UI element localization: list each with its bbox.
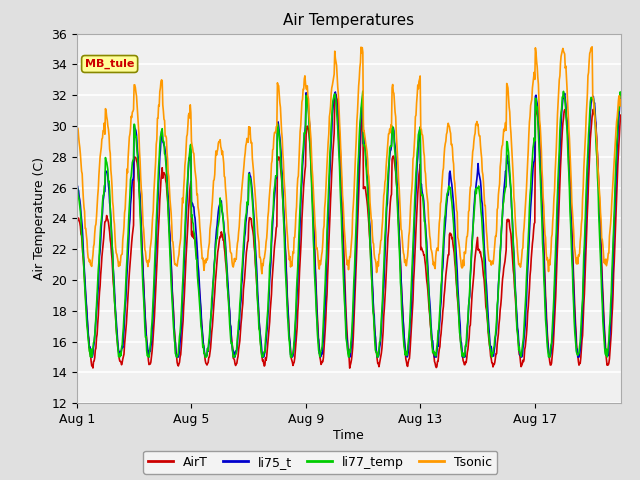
Tsonic (264, 214, 272, 220)
Y-axis label: Air Temperature (C): Air Temperature (C) (33, 157, 45, 280)
AirT (189, 234, 196, 240)
li77_temp (396, 259, 404, 264)
li77_temp (327, 141, 335, 146)
li75_t (417, 185, 424, 191)
li75_t (396, 249, 404, 255)
Tsonic (527, 99, 535, 105)
li77_temp (417, 184, 424, 190)
AirT (417, 247, 424, 252)
Line: Tsonic: Tsonic (77, 47, 621, 274)
li77_temp (73, 186, 81, 192)
AirT (73, 216, 81, 222)
Title: Air Temperatures: Air Temperatures (284, 13, 414, 28)
li77_temp (528, 164, 536, 169)
li75_t (189, 204, 197, 210)
li75_t (617, 90, 625, 96)
li75_t (73, 186, 81, 192)
AirT (326, 212, 334, 218)
Tsonic (327, 103, 335, 109)
Text: MB_tule: MB_tule (85, 59, 134, 69)
Tsonic (258, 271, 266, 276)
AirT (264, 347, 271, 352)
Tsonic (189, 145, 196, 151)
li75_t (327, 151, 335, 157)
li75_t (87, 354, 95, 360)
li77_temp (359, 88, 367, 94)
Tsonic (416, 73, 424, 79)
li77_temp (86, 354, 94, 360)
Tsonic (617, 97, 625, 103)
AirT (617, 112, 625, 118)
AirT (528, 248, 536, 254)
Tsonic (396, 187, 403, 192)
AirT (332, 92, 340, 97)
Line: li75_t: li75_t (77, 92, 621, 357)
Line: AirT: AirT (77, 95, 621, 368)
Line: li77_temp: li77_temp (77, 91, 621, 357)
AirT (396, 247, 404, 253)
Legend: AirT, li75_t, li77_temp, Tsonic: AirT, li75_t, li77_temp, Tsonic (143, 451, 497, 474)
li75_t (528, 188, 536, 193)
li75_t (332, 89, 339, 95)
li77_temp (264, 306, 272, 312)
li77_temp (189, 221, 197, 227)
Tsonic (73, 120, 81, 126)
li77_temp (617, 94, 625, 100)
Tsonic (588, 44, 596, 50)
X-axis label: Time: Time (333, 429, 364, 442)
AirT (346, 365, 353, 371)
li75_t (264, 312, 272, 318)
